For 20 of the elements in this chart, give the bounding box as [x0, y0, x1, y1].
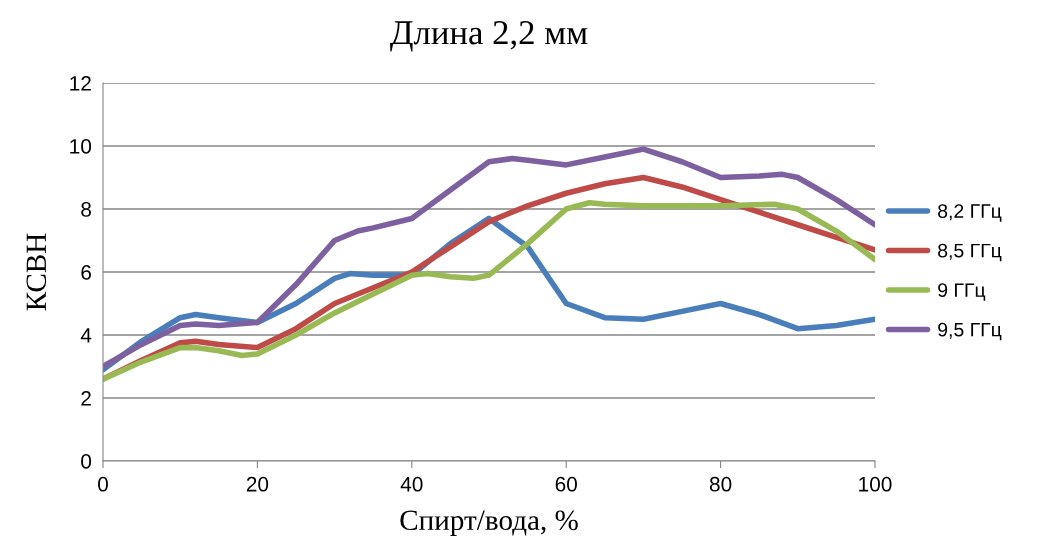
legend-label: 9 ГГц [938, 283, 986, 301]
x-axis-title: Спирт/вода, % [400, 510, 578, 537]
y-tick-label: 10 [70, 139, 92, 154]
legend-label: 8,5 ГГц [938, 243, 1002, 262]
legend-label: 9,5 ГГц [938, 322, 1002, 341]
y-tick-label: 12 [70, 76, 91, 91]
x-tick-label: 100 [859, 476, 892, 492]
x-tick-label: 80 [709, 476, 732, 492]
chart-title: Длина 2,2 мм [390, 21, 588, 52]
y-tick-label: 2 [81, 391, 91, 406]
y-tick-label: 6 [81, 265, 91, 280]
x-tick-label: 0 [98, 476, 108, 492]
y-tick-label: 8 [81, 202, 91, 217]
x-tick-label: 60 [555, 476, 577, 492]
legend-label: 8,2 ГГц [938, 204, 1002, 222]
x-tick-label: 20 [246, 476, 269, 492]
y-axis-title: КСВН [26, 233, 47, 311]
y-tick-label: 4 [80, 328, 92, 343]
x-tick-label: 40 [400, 476, 423, 492]
y-tick-label: 0 [81, 454, 92, 469]
